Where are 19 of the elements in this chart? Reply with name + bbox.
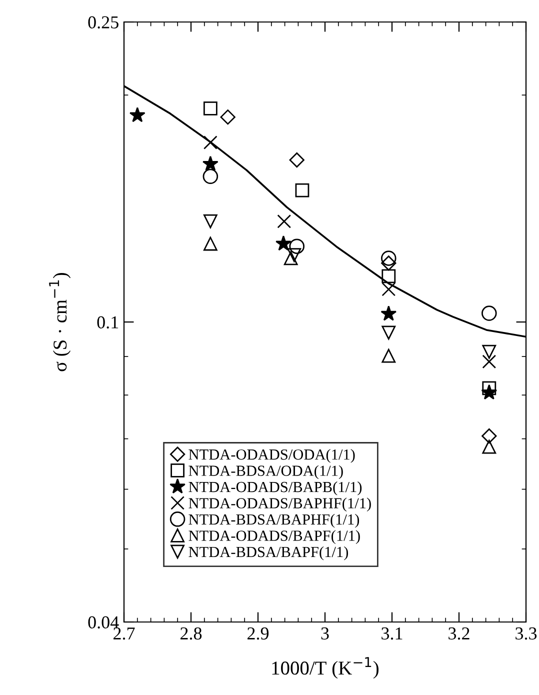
x-tick-label: 3.1 [382,627,402,640]
legend-label: NTDA-BDSA/ODA(1/1) [188,465,343,480]
y-tick-label: 0.1 [97,316,118,329]
y-tick-label: 0.25 [88,16,118,29]
x-axis-title: 1000/T (K$^{−1}$) [272,657,379,679]
x-tick-label: 2.8 [180,627,202,640]
legend-label: NTDA-ODADS/BAPB(1/1) [188,481,362,496]
legend-label: NTDA-ODADS/BAPF(1/1) [188,530,360,544]
x-tick-label: 3.2 [448,627,470,640]
x-tick-label: 2.7 [114,627,135,640]
x-tick-label: 3 [321,627,329,640]
x-tick-label: 3.3 [516,627,537,640]
x-tick-label: 2.9 [248,627,269,640]
legend-label: NTDA-ODADS/ODA(1/1) [188,448,355,463]
legend-label: NTDA-ODADS/BAPHF(1/1) [188,498,371,512]
y-axis-title: σ (S · cm$^{−1}$) [49,272,71,372]
legend-label: NTDA-BDSA/BAPF(1/1) [188,546,348,560]
legend-label: NTDA-BDSA/BAPHF(1/1) [188,514,360,528]
y-tick-label: 0.04 [88,616,119,629]
